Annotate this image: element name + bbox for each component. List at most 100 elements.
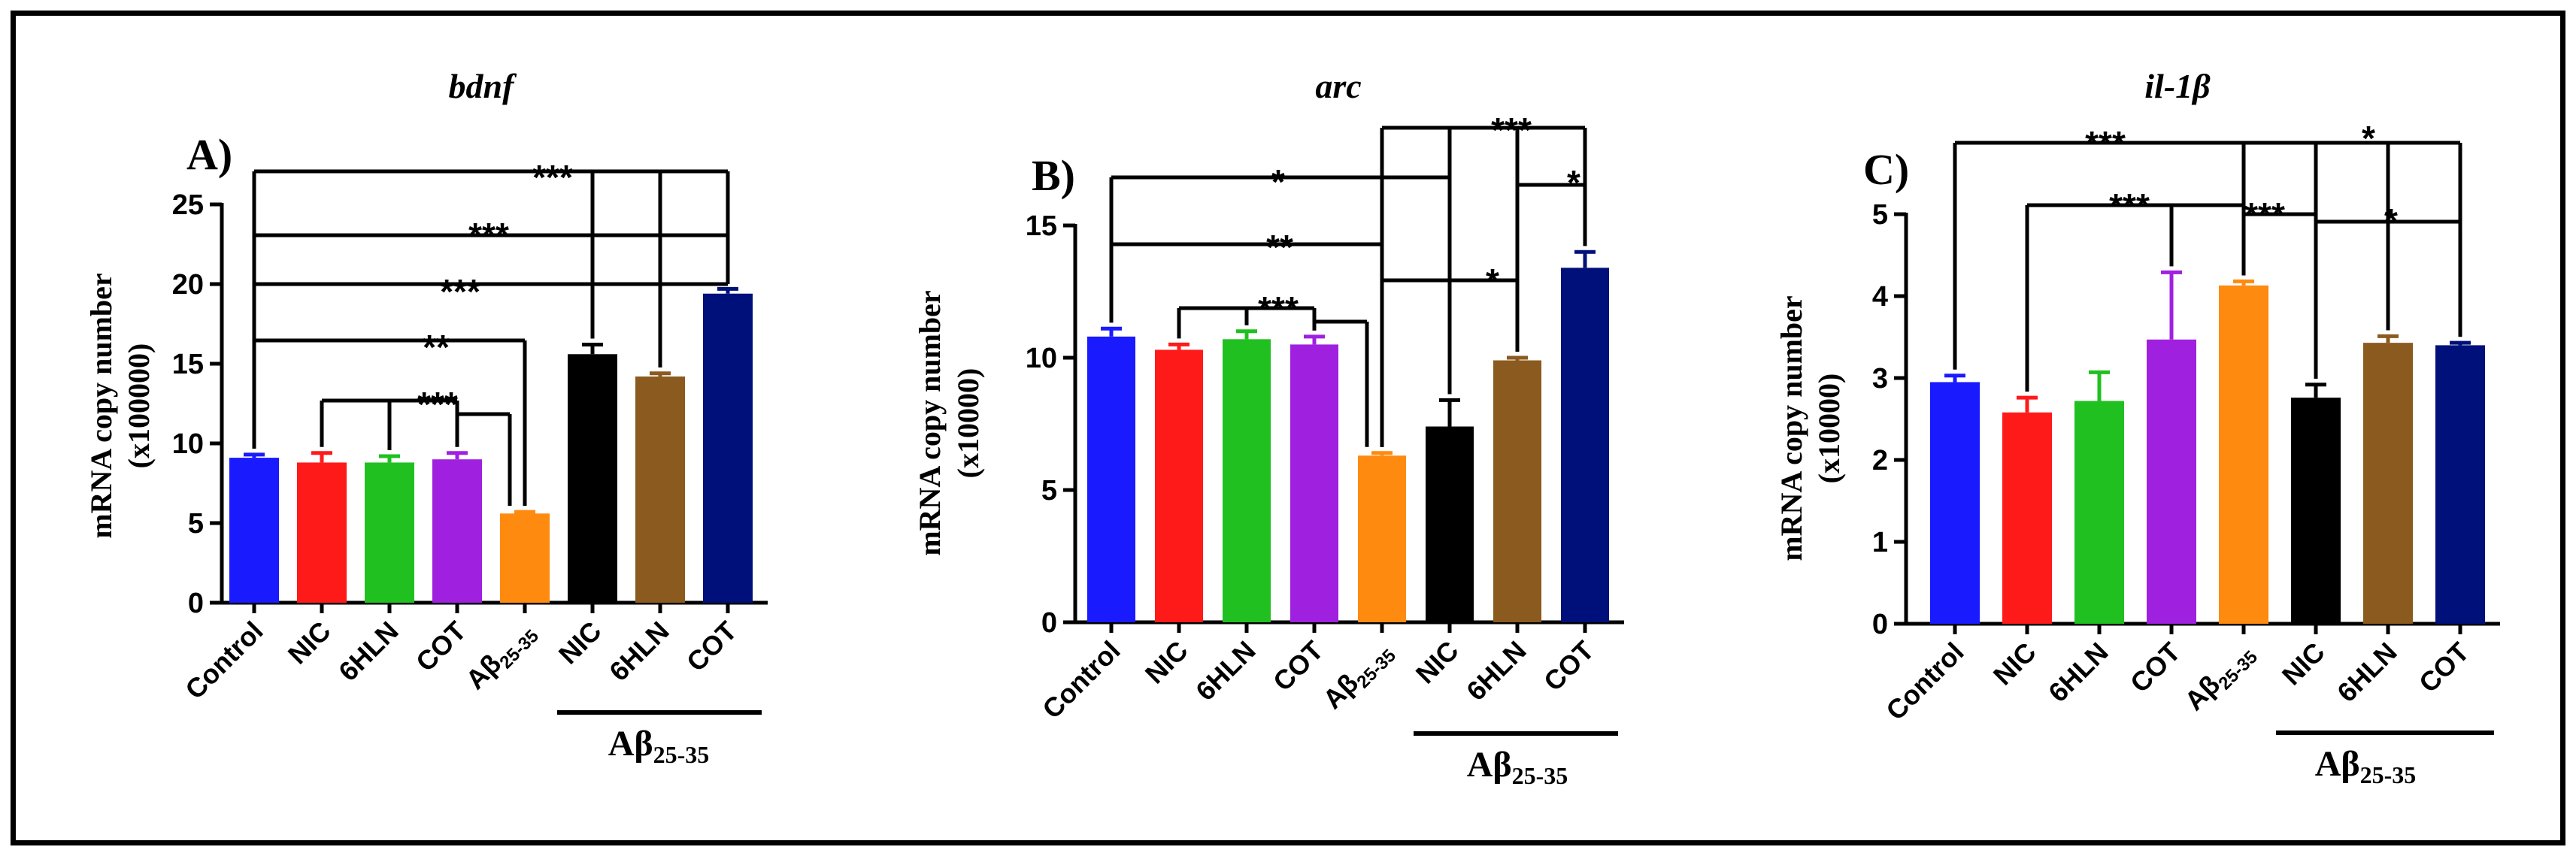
bar-7 — [635, 376, 685, 603]
group-label-main: Aβ — [1467, 745, 1512, 785]
panel-3: il-1β C) mRNA copy number (x10000) 0 1 2 3 4 5 Con… — [1774, 67, 2500, 788]
group-label-main: Aβ — [608, 724, 653, 764]
bar-2 — [2002, 412, 2052, 624]
y-axis-label: mRNA copy number — [84, 273, 118, 538]
significance-label: ** — [1266, 228, 1293, 267]
group-label-main: Aβ — [2315, 744, 2360, 784]
bar-4 — [2147, 339, 2196, 624]
bar-3 — [365, 462, 414, 603]
panel-2: arc B) mRNA copy number (x10000) 0 5 10 15 Contr… — [913, 67, 1624, 789]
significance-label: *** — [468, 216, 509, 255]
x-tick-label-3: 6HLN — [1190, 635, 1261, 706]
x-tick-label-6: NIC — [553, 616, 608, 670]
x-tick-label-2: NIC — [1139, 635, 1194, 690]
x-tick-label-8: COT — [2413, 637, 2475, 699]
x-tick-label-1: Control — [1036, 635, 1126, 724]
y-tick-label: 1 — [1872, 527, 1888, 558]
bar-1 — [229, 458, 279, 603]
x-tick-label-6: NIC — [2276, 637, 2331, 691]
x-tick-label-5: Aβ25-35 — [459, 616, 543, 699]
y-tick-label: 5 — [1041, 475, 1057, 507]
bar-3 — [1223, 339, 1271, 622]
significance-label: *** — [2109, 186, 2150, 225]
group-label: Aβ25-35 — [2315, 744, 2417, 788]
group-label-sub: 25-35 — [1512, 762, 1568, 789]
panel-label: A) — [186, 130, 232, 179]
significance-label: *** — [2244, 195, 2285, 234]
panel-title: arc — [1315, 67, 1361, 105]
bar-1 — [1930, 382, 1980, 624]
significance-label: * — [1271, 162, 1285, 201]
panel-label: C) — [1863, 145, 1909, 194]
significance-label: * — [2384, 201, 2398, 240]
group-label: Aβ25-35 — [608, 724, 710, 768]
y-tick-label: 3 — [1872, 363, 1888, 395]
y-tick-label: 5 — [1872, 199, 1888, 231]
y-tick-label: 15 — [172, 349, 204, 380]
y-tick-label: 20 — [172, 269, 204, 301]
bar-5 — [1358, 455, 1406, 622]
significance-label: *** — [1491, 110, 1532, 150]
bar-2 — [297, 462, 347, 603]
x-tick-label-4: COT — [1267, 635, 1329, 697]
x-tick-label-4: COT — [410, 616, 472, 678]
x-tick-label-3: 6HLN — [332, 616, 404, 687]
x-tick-label-sub: 25-35 — [496, 626, 543, 673]
y-tick-label: 0 — [1041, 607, 1057, 639]
y-axis-unit-label: (x100000) — [122, 343, 156, 469]
y-tick-label: 5 — [188, 508, 204, 540]
y-axis-unit-label: (x10000) — [951, 368, 985, 479]
y-tick-label: 25 — [172, 189, 204, 221]
x-tick-label-sub: 25-35 — [2214, 647, 2262, 694]
x-tick-label-5: Aβ25-35 — [2178, 637, 2262, 720]
panel-label: B) — [1032, 151, 1075, 200]
bar-5 — [500, 513, 550, 603]
y-tick-label: 15 — [1026, 210, 1057, 242]
x-tick-label-1: Control — [1880, 637, 1969, 726]
x-tick-label-7: 6HLN — [2331, 637, 2402, 708]
significance-label: * — [1486, 262, 1499, 301]
bar-6 — [1426, 426, 1474, 622]
figure-frame — [11, 11, 2565, 845]
bar-2 — [1155, 349, 1203, 622]
significance-label: *** — [1258, 289, 1299, 328]
bar-3 — [2074, 401, 2124, 624]
x-tick-label-8: COT — [1538, 635, 1600, 697]
bar-8 — [703, 293, 753, 603]
x-tick-label-2: NIC — [1987, 637, 2042, 691]
bar-5 — [2219, 285, 2268, 624]
significance-label: ** — [423, 328, 450, 367]
x-tick-label-7: 6HLN — [603, 616, 674, 687]
significance-label: *** — [417, 385, 458, 424]
significance-label: * — [2362, 119, 2375, 158]
panel-title: bdnf — [449, 67, 518, 105]
x-tick-label-sub: 25-35 — [1353, 646, 1400, 693]
bar-6 — [2291, 398, 2341, 624]
bar-8 — [1561, 268, 1609, 622]
x-tick-label-1: Control — [179, 616, 268, 705]
y-tick-label: 4 — [1872, 281, 1888, 313]
y-axis-label: mRNA copy number — [913, 290, 947, 555]
bar-8 — [2435, 345, 2485, 624]
bar-6 — [568, 354, 617, 603]
x-tick-label-2: NIC — [282, 616, 337, 670]
bar-4 — [1290, 344, 1338, 622]
x-tick-label-6: NIC — [1410, 635, 1465, 690]
x-tick-label-8: COT — [680, 616, 743, 678]
bar-7 — [2363, 343, 2413, 624]
x-tick-label-3: 6HLN — [2042, 637, 2114, 708]
group-label-sub: 25-35 — [653, 741, 710, 768]
significance-label: * — [1567, 163, 1580, 202]
y-tick-label: 0 — [1872, 609, 1888, 640]
x-tick-label-7: 6HLN — [1460, 635, 1532, 706]
group-label-sub: 25-35 — [2360, 761, 2417, 788]
group-label: Aβ25-35 — [1467, 745, 1568, 789]
bar-1 — [1087, 336, 1135, 622]
significance-label: *** — [532, 158, 573, 197]
panel-title: il-1β — [2144, 67, 2211, 105]
y-axis-unit-label: (x10000) — [1812, 374, 1846, 484]
panel-1: bdnf A) mRNA copy number (x100000) 0 5 10 15 20 2… — [84, 67, 768, 768]
x-tick-label-4: COT — [2124, 637, 2187, 699]
y-tick-label: 0 — [188, 588, 204, 619]
